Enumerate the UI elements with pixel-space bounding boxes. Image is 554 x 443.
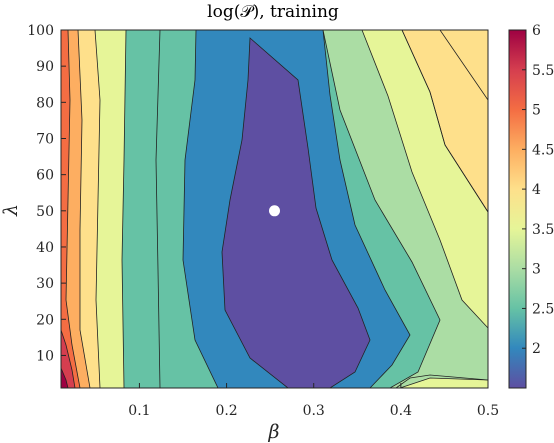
colorbar-tick-label: 3.5 [532,222,554,238]
y-tick-label: 30 [36,276,54,292]
colorbar-tick-label: 2 [532,341,541,357]
colorbar-tick-label: 6 [532,23,541,39]
plot-frame [60,29,489,389]
x-axis-label: β [268,421,280,443]
contour-line-upper-right [401,29,489,213]
y-tick-label: 70 [36,131,54,147]
x-tick-label: 0.4 [390,403,412,419]
colorbar-tick-label: 5.5 [532,63,554,79]
y-tick-label: 10 [36,348,54,364]
colorbar-tick-label: 5 [532,103,541,119]
y-axis-label: λ [0,204,22,217]
y-tick-label: 100 [27,23,54,39]
x-tick-label: 0.2 [215,403,237,419]
colorbar-tick-label: 2.5 [532,301,554,317]
y-axis: 10 20 30 40 50 60 70 80 90 100 [27,23,66,364]
contour-line-left-interior [155,29,161,389]
y-tick-label: 50 [36,204,54,220]
y-tick-label: 40 [36,240,54,256]
plot-area [60,29,489,389]
y-tick-label: 60 [36,168,54,184]
x-tick-label: 0.1 [128,403,150,419]
y-tick-label: 20 [36,312,54,328]
contour-line-lower-right [395,374,489,389]
colorbar-tick-label: 3 [532,262,541,278]
x-tick-label: 0.3 [303,403,325,419]
colorbar-tick-label: 4.5 [532,142,554,158]
y-tick-label: 80 [36,95,54,111]
y-tick-label: 90 [36,59,54,75]
chart-title: log(𝒫), training [207,2,339,22]
x-tick-label: 0.5 [477,403,499,419]
colorbar-tick-label: 4 [532,182,541,198]
x-axis: 0.1 0.2 0.3 0.4 0.5 [128,383,499,419]
colorbar-gradient [508,29,527,389]
colorbar: 2 2.5 3 3.5 4 4.5 5 5.5 6 [508,23,554,389]
optimum-marker [269,205,280,217]
